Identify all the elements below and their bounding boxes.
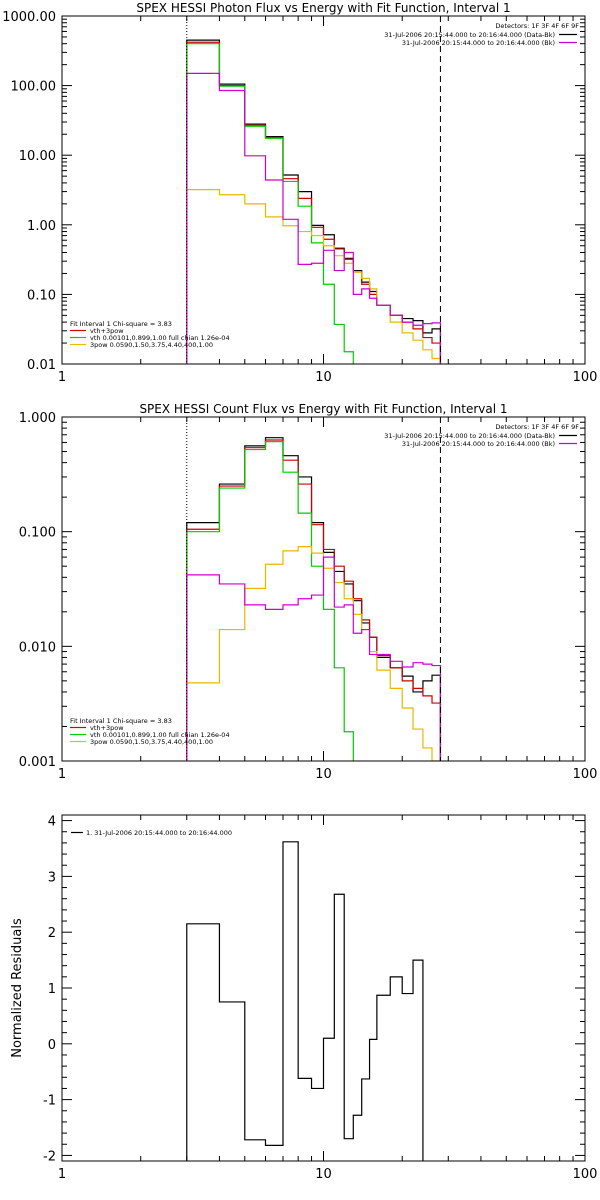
y-tick-label: 0.010 xyxy=(19,640,56,655)
series-line-vth-3pow xyxy=(186,439,442,761)
y-tick-label: 0.10 xyxy=(27,288,56,303)
fit-legend-header: Fit Interval 1 Chi-square = 3.83 xyxy=(70,717,172,725)
legend-entry-text: 1. 31-Jul-2006 20:15:44.000 to 20:16:44.… xyxy=(86,829,232,837)
y-tick-label: 1000.00 xyxy=(2,10,56,25)
chart-panel-2: SPEX HESSI Count Flux vs Energy with Fit… xyxy=(19,402,598,782)
y-tick-label: 0.01 xyxy=(27,358,56,373)
legend-entry-text: 31-Jul-2006 20:15:44.000 to 20:16:44.000… xyxy=(402,39,555,47)
series-line-3pow xyxy=(186,189,442,364)
chart-title: SPEX HESSI Count Flux vs Energy with Fit… xyxy=(139,402,507,416)
y-tick-label: 1 xyxy=(48,982,56,997)
series-group xyxy=(186,437,442,761)
x-tick-label: 10 xyxy=(315,1167,332,1182)
y-axis-label: Normalized Residuals xyxy=(10,918,25,1058)
y-tick-label: 4 xyxy=(48,815,56,830)
legend-fit-bottom-left: Fit Interval 1 Chi-square = 3.83vth+3pow… xyxy=(70,717,230,746)
x-tick-label: 1 xyxy=(58,767,66,782)
x-tick-label: 1 xyxy=(58,370,66,385)
series-line-3pow xyxy=(186,546,442,761)
y-tick-label: 0.001 xyxy=(19,755,56,770)
x-tick-label: 100 xyxy=(573,370,598,385)
legend-header: Detectors: 1F 3F 4F 6F 9F xyxy=(495,22,579,30)
legend-fit-bottom-left: Fit Interval 1 Chi-square = 3.83vth+3pow… xyxy=(70,320,230,349)
fit-legend-header: Fit Interval 1 Chi-square = 3.83 xyxy=(70,320,172,328)
y-tick-label: 100.00 xyxy=(11,80,57,95)
chart-title: SPEX HESSI Photon Flux vs Energy with Fi… xyxy=(136,1,510,15)
x-tick-label: 10 xyxy=(315,767,332,782)
fit-legend-entry-text: 3pow 0.0590,1.50,3.75,4.40,400,1.00 xyxy=(90,341,213,349)
fit-legend-entry-text: 3pow 0.0590,1.50,3.75,4.40,400,1.00 xyxy=(90,738,213,746)
plot-frame xyxy=(61,15,586,365)
x-tick-label: 100 xyxy=(573,1167,598,1182)
series-line-residuals xyxy=(186,841,424,1161)
fit-legend-entry-text: vth 0.00101,0.899,1.00 full chian 1.26e-… xyxy=(90,334,230,342)
x-tick-label: 10 xyxy=(315,370,332,385)
y-tick-label: 10.00 xyxy=(19,149,56,164)
series-line-vth xyxy=(186,43,354,364)
chart-panel-3: Normalized Residuals 1 10 100 -2 -1 0 1 2 3 4 1. 31… xyxy=(10,814,598,1182)
y-tick-label: 3 xyxy=(48,870,56,885)
y-tick-label: -1 xyxy=(43,1094,56,1109)
x-tick-label: 1 xyxy=(58,1167,66,1182)
series-line-vth xyxy=(186,441,354,761)
y-tick-label: -2 xyxy=(43,1149,56,1164)
y-tick-label: 0 xyxy=(48,1038,56,1053)
legend-entry-text: 31-Jul-2006 20:15:44.000 to 20:16:44.000… xyxy=(384,432,555,440)
legend-header: Detectors: 1F 3F 4F 6F 9F xyxy=(495,423,579,431)
axis-ticks xyxy=(61,15,585,365)
plot-frame xyxy=(61,814,586,1162)
series-line-bk xyxy=(186,556,442,761)
series-line-bk xyxy=(186,72,442,364)
fit-legend-entry-text: vth+3pow xyxy=(90,327,124,335)
fit-legend-entry-text: vth 0.00101,0.899,1.00 full chian 1.26e-… xyxy=(90,731,230,739)
plot-frame xyxy=(61,416,586,762)
axis-ticks xyxy=(61,815,585,1161)
y-tick-label: 2 xyxy=(48,926,56,941)
y-tick-label: 1.000 xyxy=(19,411,56,426)
x-tick-label: 100 xyxy=(573,767,598,782)
legend-top-left: 1. 31-Jul-2006 20:15:44.000 to 20:16:44.… xyxy=(71,829,232,837)
series-group xyxy=(186,39,442,364)
legend-entry-text: 31-Jul-2006 20:15:44.000 to 20:16:44.000… xyxy=(384,31,555,39)
chart-panel-1: SPEX HESSI Photon Flux vs Energy with Fi… xyxy=(2,1,597,385)
fit-legend-entry-text: vth+3pow xyxy=(90,724,124,732)
legend-entry-text: 31-Jul-2006 20:15:44.000 to 20:16:44.000… xyxy=(402,440,555,448)
y-tick-label: 1.00 xyxy=(27,219,56,234)
y-tick-label: 0.100 xyxy=(19,526,56,541)
series-line-data-bk xyxy=(186,437,442,761)
series-group xyxy=(186,841,424,1161)
